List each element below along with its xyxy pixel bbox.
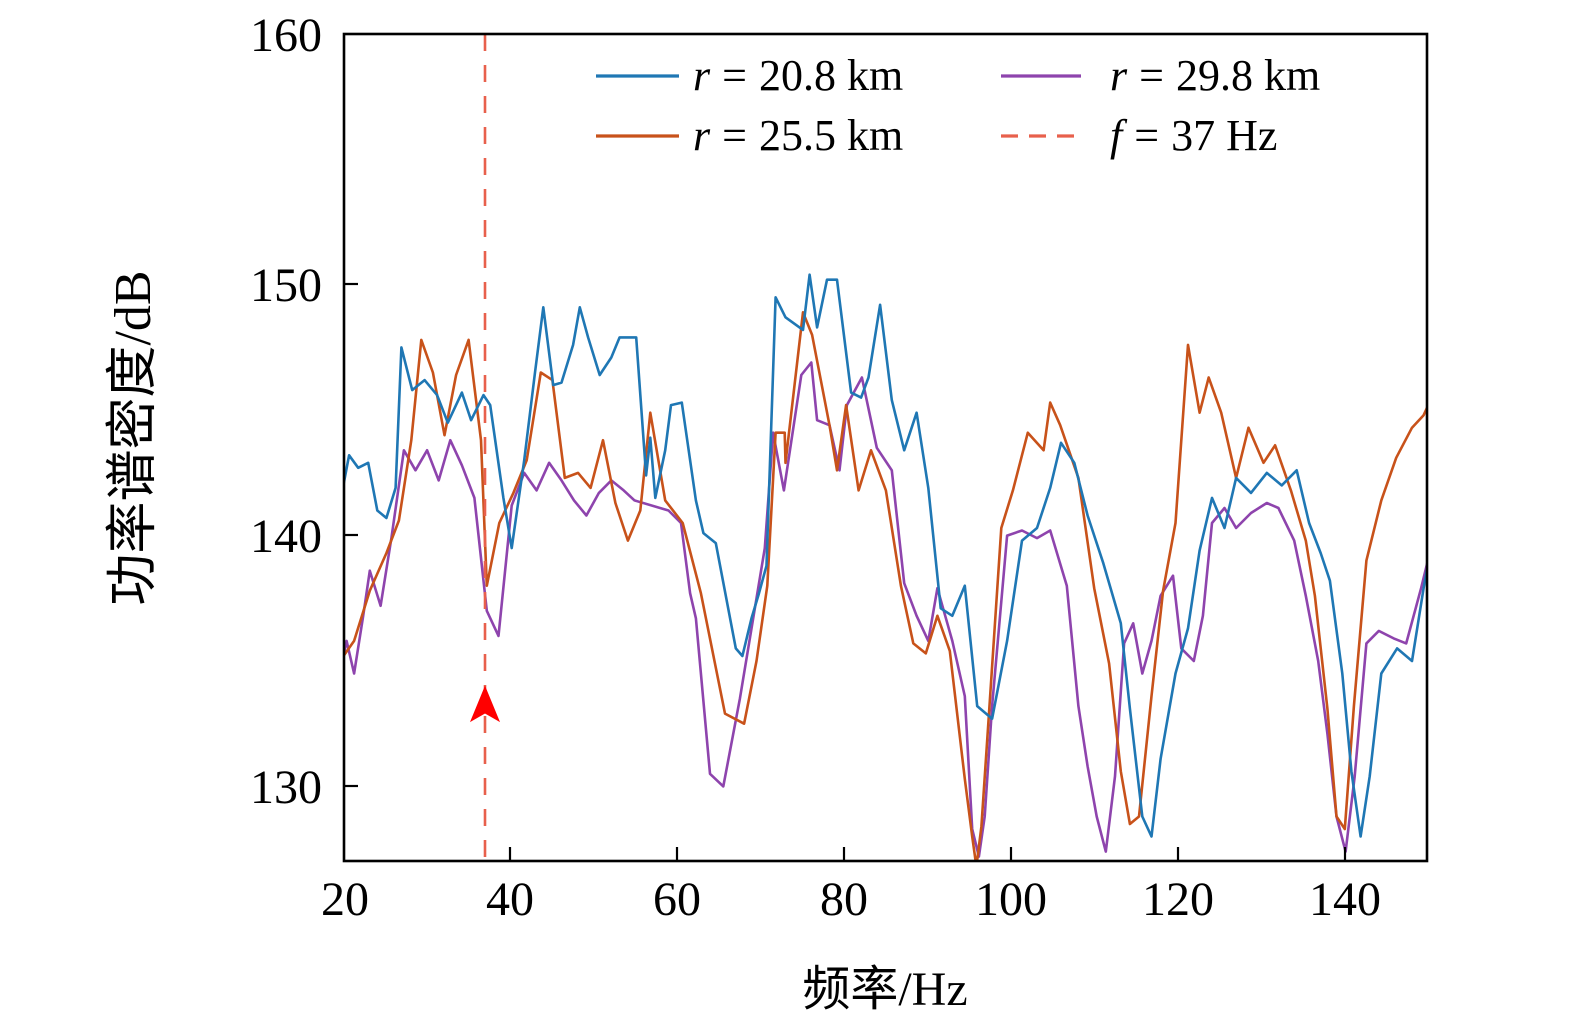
svg-text:频率/Hz: 频率/Hz (802, 963, 967, 1016)
svg-text:40: 40 (486, 873, 534, 926)
svg-text:160: 160 (250, 9, 322, 62)
svg-text:功率谱密度/dB: 功率谱密度/dB (105, 270, 162, 605)
svg-text:r=20.8 km: r = 20.8 km (693, 51, 903, 100)
svg-text:150: 150 (250, 259, 322, 312)
svg-text:f=37 Hz: f = 37 Hz (1110, 111, 1277, 160)
svg-text:100: 100 (975, 873, 1047, 926)
svg-text:140: 140 (1309, 873, 1381, 926)
svg-text:60: 60 (653, 873, 701, 926)
svg-text:140: 140 (250, 510, 322, 563)
svg-text:r=25.5 km: r = 25.5 km (693, 111, 903, 160)
svg-text:130: 130 (250, 761, 322, 814)
svg-text:20: 20 (321, 873, 369, 926)
svg-text:120: 120 (1142, 873, 1214, 926)
svg-text:r=29.8 km: r = 29.8 km (1110, 51, 1320, 100)
svg-text:80: 80 (820, 873, 868, 926)
